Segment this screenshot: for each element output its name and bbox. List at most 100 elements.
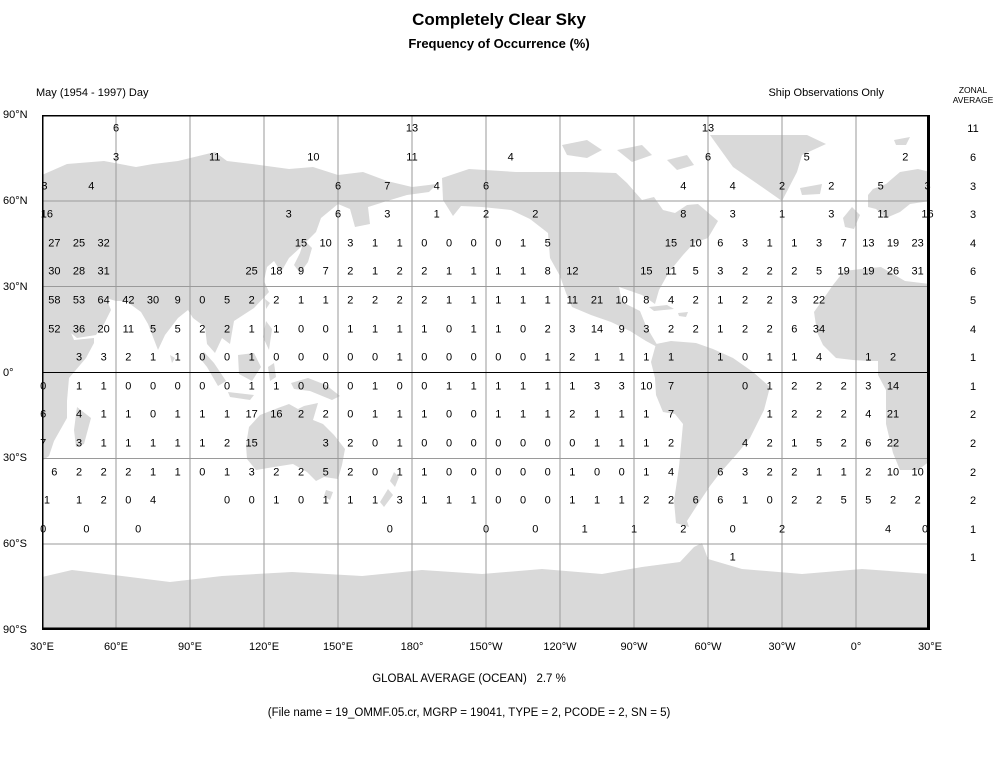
grid-value: 2	[421, 265, 428, 278]
grid-value: 1	[593, 408, 601, 421]
grid-value: 1	[766, 351, 773, 364]
grid-value: 1	[791, 437, 798, 450]
grid-value: 22	[886, 437, 900, 450]
grid-value: 1	[519, 294, 527, 307]
grid-value: 1	[729, 551, 736, 564]
grid-value: 31	[97, 265, 110, 278]
grid-value: 5	[840, 494, 847, 507]
grid-value: 1	[470, 294, 477, 307]
grid-value: 0	[371, 466, 379, 479]
grid-value: 2	[223, 437, 231, 450]
grid-value: 1	[519, 237, 527, 250]
grid-value: 1	[174, 466, 181, 479]
grid-value: 2	[532, 208, 539, 221]
grid-value: 1	[544, 408, 551, 421]
grid-value: 3	[741, 237, 749, 250]
grid-value: 2	[692, 323, 699, 336]
grid-value: 7	[667, 408, 675, 421]
grid-value: 2	[347, 265, 354, 278]
grid-value: 2	[889, 351, 897, 364]
grid-value: 1	[248, 351, 255, 364]
grid-value: 2	[347, 294, 354, 307]
grid-value: 1	[223, 408, 231, 421]
grid-value: 1	[741, 494, 749, 507]
grid-value: 10	[689, 237, 702, 250]
grid-value: 6	[51, 466, 58, 479]
grid-value: 8	[680, 208, 687, 221]
grid-value: 1	[371, 494, 379, 507]
grid-value: 1	[815, 466, 823, 479]
grid-value: 1	[445, 494, 453, 507]
grid-value: 30	[48, 265, 61, 278]
grid-value: 1	[593, 351, 601, 364]
grid-value: 2	[766, 265, 773, 278]
grid-value: 0	[199, 351, 206, 364]
grid-value: 2	[125, 466, 132, 479]
grid-value: 0	[766, 494, 773, 507]
grid-value: 1	[630, 523, 638, 536]
grid-value: 0	[495, 437, 502, 450]
grid-value: 4	[741, 437, 749, 450]
grid-value: 1	[100, 437, 107, 450]
lon-axis-label: 60°W	[694, 641, 722, 653]
grid-value: 3	[347, 237, 354, 250]
zonal-average-value: 3	[969, 209, 977, 222]
grid-value: 6	[692, 494, 699, 507]
grid-value: 4	[667, 466, 675, 479]
grid-value: 2	[396, 294, 403, 307]
grid-value: 1	[778, 208, 786, 221]
grid-value: 1	[445, 380, 453, 393]
grid-value: 36	[72, 323, 86, 336]
grid-value: 3	[100, 351, 107, 364]
grid-value: 1	[470, 323, 477, 336]
grid-value: 1	[569, 380, 576, 393]
grid-value: 10	[615, 294, 628, 307]
grid-value: 0	[618, 466, 625, 479]
zonal-average-value: 2	[969, 495, 977, 508]
grid-value: 5	[322, 466, 329, 479]
grid-value: 2	[766, 294, 773, 307]
grid-value: 0	[297, 351, 305, 364]
grid-value: 1	[569, 466, 576, 479]
grid-value: 0	[40, 380, 47, 393]
grid-value: 52	[48, 323, 61, 336]
grid-value: 20	[97, 323, 110, 336]
grid-value: 1	[643, 466, 650, 479]
grid-value: 1	[174, 408, 181, 421]
grid-value: 19	[886, 237, 900, 250]
grid-value: 6	[791, 323, 798, 336]
grid-value: 4	[88, 180, 95, 193]
grid-value: 3	[384, 208, 391, 221]
grid-value: 3	[41, 180, 48, 193]
grid-value: 0	[322, 351, 329, 364]
grid-value: 0	[199, 380, 206, 393]
grid-value: 2	[791, 408, 798, 421]
grid-value: 1	[347, 494, 354, 507]
grid-value: 6	[865, 437, 872, 450]
grid-value: 28	[72, 265, 86, 278]
grid-value: 0	[347, 408, 354, 421]
grid-value: 1	[371, 408, 379, 421]
grid-value: 2	[766, 466, 773, 479]
grid-value: 2	[223, 323, 231, 336]
grid-value: 3	[643, 323, 650, 336]
grid-value: 1	[717, 323, 724, 336]
grid-value: 6	[717, 466, 724, 479]
grid-value: 0	[40, 523, 47, 536]
grid-value: 0	[544, 466, 551, 479]
lat-axis-label: 60°N	[3, 194, 28, 207]
grid-value: 6	[334, 208, 342, 221]
grid-value: 0	[470, 437, 477, 450]
grid-value: 2	[199, 323, 206, 336]
grid-value: 0	[125, 380, 132, 393]
grid-value: 23	[911, 237, 924, 250]
zonal-header-line2: AVERAGE	[952, 95, 994, 105]
map-area	[41, 114, 931, 631]
lat-axis-label: 90°S	[3, 624, 27, 636]
grid-value: 1	[273, 380, 280, 393]
grid-value: 1	[223, 466, 231, 479]
grid-value: 1	[569, 494, 576, 507]
grid-value: 0	[371, 351, 379, 364]
grid-value: 0	[223, 494, 231, 507]
grid-value: 0	[741, 380, 749, 393]
